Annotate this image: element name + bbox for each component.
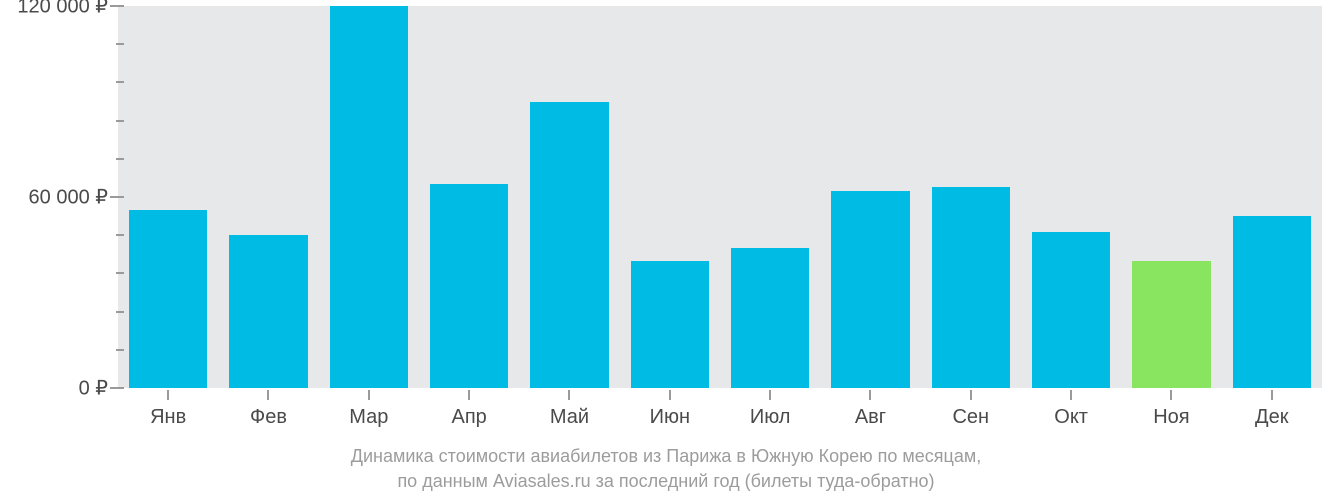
bar — [731, 248, 809, 388]
y-axis: 0 ₽60 000 ₽120 000 ₽ — [0, 6, 118, 388]
bar-slot: Сен — [921, 6, 1021, 388]
bar-slot: Фев — [218, 6, 318, 388]
x-axis-label: Янв — [150, 406, 186, 429]
x-axis-tick — [1271, 390, 1273, 400]
x-axis-tick — [970, 390, 972, 400]
bar — [129, 210, 207, 388]
x-axis-tick — [1070, 390, 1072, 400]
bar-slot: Апр — [419, 6, 519, 388]
x-axis-label: Авг — [855, 406, 886, 429]
bar — [1233, 216, 1311, 388]
caption-line-2: по данным Aviasales.ru за последний год … — [0, 469, 1332, 494]
bar-slot: Июл — [720, 6, 820, 388]
x-axis-label: Июл — [750, 406, 791, 429]
bar — [1132, 261, 1210, 388]
bar — [1032, 232, 1110, 388]
x-axis-tick — [869, 390, 871, 400]
x-axis-label: Фев — [250, 406, 287, 429]
x-axis-label: Апр — [451, 406, 486, 429]
x-axis-label: Мар — [349, 406, 388, 429]
x-axis-label: Июн — [650, 406, 690, 429]
bar-slot: Дек — [1222, 6, 1322, 388]
y-axis-label: 60 000 ₽ — [29, 185, 108, 210]
bar-slot: Авг — [820, 6, 920, 388]
x-axis-tick — [368, 390, 370, 400]
x-axis-label: Май — [550, 406, 589, 429]
bar — [631, 261, 709, 388]
bar — [831, 191, 909, 388]
bar-slot: Ноя — [1121, 6, 1221, 388]
bar — [330, 6, 408, 388]
caption-line-1: Динамика стоимости авиабилетов из Парижа… — [0, 444, 1332, 469]
x-axis-tick — [267, 390, 269, 400]
x-axis-label: Ноя — [1153, 406, 1189, 429]
x-axis-label: Дек — [1255, 406, 1288, 429]
x-axis-tick — [568, 390, 570, 400]
bar — [229, 235, 307, 388]
x-axis-label: Сен — [952, 406, 989, 429]
bar-slot: Июн — [620, 6, 720, 388]
bar — [530, 102, 608, 389]
price-by-month-chart: 0 ₽60 000 ₽120 000 ₽ ЯнвФевМарАпрМайИюнИ… — [0, 0, 1332, 502]
x-axis-tick — [468, 390, 470, 400]
x-axis-tick — [769, 390, 771, 400]
bar-slot: Май — [519, 6, 619, 388]
bar — [430, 184, 508, 388]
x-axis-tick — [1170, 390, 1172, 400]
y-axis-label: 120 000 ₽ — [17, 0, 108, 19]
bar-slot: Окт — [1021, 6, 1121, 388]
x-axis-label: Окт — [1054, 406, 1088, 429]
bar — [932, 187, 1010, 388]
bars-container: ЯнвФевМарАпрМайИюнИюлАвгСенОктНояДек — [118, 6, 1322, 388]
bar-slot: Янв — [118, 6, 218, 388]
x-axis-tick — [167, 390, 169, 400]
x-axis-tick — [669, 390, 671, 400]
chart-caption: Динамика стоимости авиабилетов из Парижа… — [0, 444, 1332, 494]
y-axis-label: 0 ₽ — [79, 376, 108, 401]
bar-slot: Мар — [319, 6, 419, 388]
